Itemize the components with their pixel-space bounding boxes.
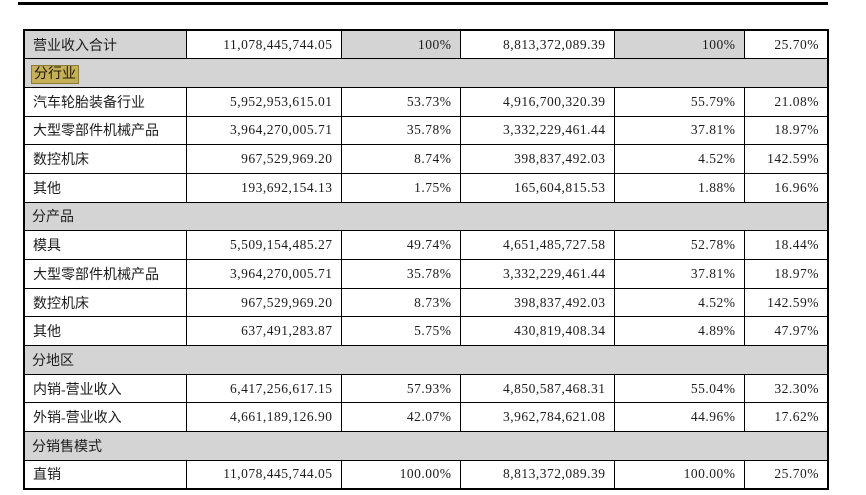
row-label-cell: 汽车轮胎装备行业 [23,86,187,117]
section-header-cell: 分地区 [23,345,829,375]
pct-prior-cell: 52.78% [613,230,745,260]
pct-prior-cell: 44.96% [613,402,745,433]
pct-current-cell: 35.78% [340,259,461,289]
yoy-change-cell: 18.44% [743,230,829,260]
pct-current-cell: 1.75% [340,172,461,203]
section-header-row-sales-model: 分销售模式 [23,431,829,461]
row-label-cell: 数控机床 [23,287,187,318]
pct-prior-cell: 4.52% [613,287,745,318]
table-row-revenue-total: 营业收入合计 11,078,445,744.05 100% 8,813,372,… [23,29,829,60]
pct-prior-cell: 55.79% [613,86,745,117]
yoy-change-cell: 16.96% [743,172,829,203]
yoy-change-cell: 25.70% [743,459,829,490]
section-header-cell: 分产品 [23,201,829,232]
yoy-change-cell: 21.08% [743,86,829,117]
table-row-domestic-sales: 内销-营业收入 6,417,256,617.15 57.93% 4,850,58… [23,373,829,404]
pct-prior-cell: 37.81% [613,115,745,146]
revenue-breakdown-table: 营业收入合计 11,078,445,744.05 100% 8,813,372,… [23,29,829,490]
table-row-large-parts-industry: 大型零部件机械产品 3,964,270,005.71 35.78% 3,332,… [23,115,829,146]
pct-prior-cell: 1.88% [613,172,745,203]
pct-prior-cell: 4.52% [613,144,745,174]
amount-prior-cell: 3,962,784,621.08 [459,402,615,433]
yoy-change-cell: 25.70% [743,29,829,60]
section-header-row-industry: 分行业 [23,58,829,88]
amount-prior-cell: 8,813,372,089.39 [459,29,615,60]
section-header-label: 分销售模式 [32,439,102,455]
row-label-cell: 其他 [23,316,187,347]
row-label-cell: 数控机床 [23,144,187,174]
section-header-label: 分产品 [32,210,74,226]
pct-current-cell: 57.93% [340,373,461,404]
pct-current-cell: 42.07% [340,402,461,433]
amount-prior-cell: 8,813,372,089.39 [459,459,615,490]
row-label-cell: 直销 [23,459,187,490]
table-row-direct-sales: 直销 11,078,445,744.05 100.00% 8,813,372,0… [23,459,829,490]
section-header-cell: 分行业 [23,58,829,88]
amount-prior-cell: 398,837,492.03 [459,287,615,318]
yoy-change-cell: 142.59% [743,144,829,174]
amount-current-cell: 11,078,445,744.05 [185,29,342,60]
search-highlight: 分行业 [32,66,78,84]
pct-current-cell: 100.00% [340,459,461,490]
amount-current-cell: 5,952,953,615.01 [185,86,342,117]
row-label-cell: 其他 [23,172,187,203]
amount-prior-cell: 398,837,492.03 [459,144,615,174]
amount-current-cell: 3,964,270,005.71 [185,115,342,146]
pct-current-cell: 8.74% [340,144,461,174]
yoy-change-cell: 18.97% [743,259,829,289]
pct-current-cell: 8.73% [340,287,461,318]
table-row-other-industry: 其他 193,692,154.13 1.75% 165,604,815.53 1… [23,172,829,203]
yoy-change-cell: 17.62% [743,402,829,433]
row-label-cell: 大型零部件机械产品 [23,259,187,289]
pct-prior-cell: 100.00% [613,459,745,490]
pct-current-cell: 53.73% [340,86,461,117]
table-row-tire-equipment: 汽车轮胎装备行业 5,952,953,615.01 53.73% 4,916,7… [23,86,829,117]
pct-current-cell: 100% [340,29,461,60]
section-header-cell: 分销售模式 [23,431,829,461]
pct-prior-cell: 37.81% [613,259,745,289]
row-label-cell: 营业收入合计 [23,29,187,60]
page-header-rule [18,2,828,5]
amount-current-cell: 3,964,270,005.71 [185,259,342,289]
amount-current-cell: 4,661,189,126.90 [185,402,342,433]
row-label-cell: 大型零部件机械产品 [23,115,187,146]
amount-current-cell: 5,509,154,485.27 [185,230,342,260]
amount-current-cell: 193,692,154.13 [185,172,342,203]
table-row-cnc-product: 数控机床 967,529,969.20 8.73% 398,837,492.03… [23,287,829,318]
pct-prior-cell: 4.89% [613,316,745,347]
pct-current-cell: 49.74% [340,230,461,260]
amount-prior-cell: 430,819,408.34 [459,316,615,347]
row-label-cell: 外销-营业收入 [23,402,187,433]
pct-prior-cell: 100% [613,29,745,60]
section-header-label: 分地区 [32,353,74,369]
amount-prior-cell: 4,850,587,468.31 [459,373,615,404]
amount-current-cell: 6,417,256,617.15 [185,373,342,404]
yoy-change-cell: 142.59% [743,287,829,318]
amount-prior-cell: 3,332,229,461.44 [459,115,615,146]
row-label-cell: 内销-营业收入 [23,373,187,404]
table-row-molds: 模具 5,509,154,485.27 49.74% 4,651,485,727… [23,230,829,260]
amount-current-cell: 967,529,969.20 [185,144,342,174]
table-row-export-sales: 外销-营业收入 4,661,189,126.90 42.07% 3,962,78… [23,402,829,433]
section-header-row-region: 分地区 [23,345,829,375]
yoy-change-cell: 32.30% [743,373,829,404]
pct-current-cell: 35.78% [340,115,461,146]
amount-current-cell: 11,078,445,744.05 [185,459,342,490]
amount-prior-cell: 4,651,485,727.58 [459,230,615,260]
amount-current-cell: 967,529,969.20 [185,287,342,318]
yoy-change-cell: 47.97% [743,316,829,347]
yoy-change-cell: 18.97% [743,115,829,146]
amount-prior-cell: 4,916,700,320.39 [459,86,615,117]
amount-prior-cell: 165,604,815.53 [459,172,615,203]
pct-prior-cell: 55.04% [613,373,745,404]
amount-current-cell: 637,491,283.87 [185,316,342,347]
section-header-row-product: 分产品 [23,201,829,232]
table-row-large-parts-product: 大型零部件机械产品 3,964,270,005.71 35.78% 3,332,… [23,259,829,289]
table-row-cnc-industry: 数控机床 967,529,969.20 8.74% 398,837,492.03… [23,144,829,174]
pct-current-cell: 5.75% [340,316,461,347]
amount-prior-cell: 3,332,229,461.44 [459,259,615,289]
table-row-other-product: 其他 637,491,283.87 5.75% 430,819,408.34 4… [23,316,829,347]
row-label-cell: 模具 [23,230,187,260]
